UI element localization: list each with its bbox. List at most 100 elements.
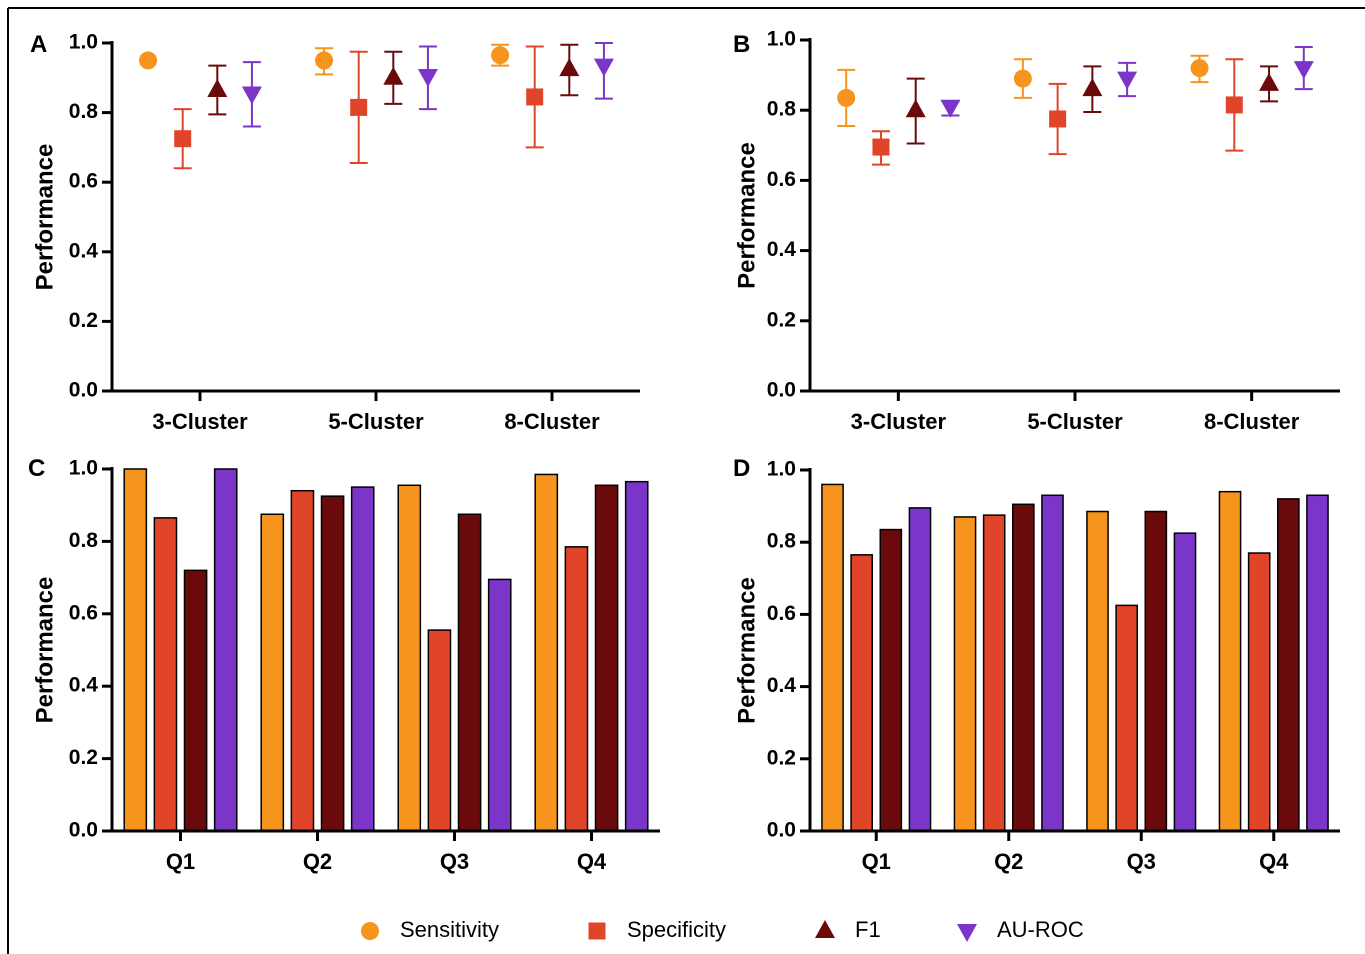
panel-d-bar-q2-sensitivity [953, 516, 977, 832]
panel-c-y-axis-label: Performance [31, 577, 58, 724]
panel-d-y-tick-label-3: 0.6 [767, 602, 796, 625]
panel-a-y-tick-label-3: 0.6 [69, 170, 98, 193]
panel-c-bar-q4-f1 [594, 484, 619, 832]
legend-marker-au-roc [957, 924, 977, 942]
panel-b-point-3-cluster-au-roc [940, 99, 961, 118]
legend-label-sensitivity: Sensitivity [400, 917, 499, 942]
panel-d-y-tick-label-2: 0.4 [767, 674, 797, 697]
panel-a-y-tick-label-4: 0.8 [69, 100, 99, 123]
panel-b-letter: B [733, 31, 750, 58]
panel-d-x-tick-label-q1: Q1 [862, 849, 891, 874]
panel-c-x-tick-label-q1: Q1 [166, 849, 195, 874]
panel-a-letter: A [30, 31, 47, 58]
panel-b-y-tick-label-5: 1.0 [767, 28, 796, 51]
panel-b: B Performance 0.0 0.2 0.4 0.6 0.8 1.0 3-Cluster 5… [733, 28, 1340, 434]
legend-item-sensitivity: Sensitivity [361, 917, 499, 942]
panel-c-bar-q2-au-roc [350, 486, 375, 832]
panel-c-x-tick-label-q4: Q4 [577, 849, 607, 874]
panel-d-bar-q3-f1 [1144, 510, 1168, 832]
panel-c-y-tick-label-0: 0.0 [69, 819, 98, 842]
panel-b-x-tick-label-8-cluster: 8-Cluster [1204, 409, 1300, 434]
panel-d-y-axis-label: Performance [733, 577, 760, 724]
panel-c-x-tick-label-q3: Q3 [440, 849, 469, 874]
panel-b-y-axis-label: Performance [733, 142, 760, 289]
panel-a-point-8-cluster-f1 [559, 58, 580, 77]
panel-a-point-3-cluster-f1 [207, 78, 228, 97]
panel-c-bar-q1-specificity [153, 517, 178, 832]
panel-a-y-tick-label-0: 0.0 [69, 379, 98, 402]
panel-b-point-8-cluster-f1 [1259, 72, 1280, 91]
panel-d-y-tick-label-1: 0.2 [767, 746, 796, 769]
panel-b-y-tick-label-0: 0.0 [767, 379, 796, 402]
panel-a-point-5-cluster-specificity [350, 98, 368, 116]
panel-c-bar-q2-specificity [290, 489, 315, 832]
panel-c-letter: C [28, 455, 45, 482]
panel-a-point-5-cluster-sensitivity [315, 51, 334, 70]
panel-c-bar-q2-sensitivity [260, 513, 285, 832]
panel-c-bar-q1-au-roc [213, 468, 238, 832]
panel-a-point-3-cluster-specificity [174, 130, 192, 148]
panel-a-point-8-cluster-sensitivity [491, 46, 510, 65]
panel-c-bar-q3-sensitivity [397, 484, 422, 832]
legend: Sensitivity Specificity F1 AU-ROC [361, 917, 1084, 942]
panel-d-bar-q1-au-roc [908, 507, 932, 832]
panel-a-point-3-cluster-sensitivity [139, 51, 158, 70]
panel-d-bar-q2-f1 [1012, 503, 1035, 832]
panel-b-point-5-cluster-specificity [1049, 110, 1067, 128]
panel-d-bar-q4-f1 [1277, 498, 1300, 832]
panel-a-point-5-cluster-au-roc [417, 69, 438, 88]
legend-marker-f1 [815, 920, 835, 938]
panel-b-point-5-cluster-sensitivity [1013, 69, 1032, 88]
panel-c-bar-q1-f1 [183, 569, 208, 832]
legend-marker-sensitivity [361, 922, 379, 940]
panels-group: A Performance 0.0 0.2 0.4 0.6 0.8 1.0 3-Cluster 5… [28, 28, 1340, 874]
panel-c-bar-q4-sensitivity [534, 473, 559, 832]
legend-label-au-roc: AU-ROC [997, 917, 1084, 942]
panel-b-point-3-cluster-f1 [905, 99, 926, 118]
panel-a-x-tick-label-3-cluster: 3-Cluster [152, 409, 248, 434]
panel-b-point-3-cluster-sensitivity [837, 88, 856, 107]
panel-d-y-tick-label-4: 0.8 [767, 530, 797, 553]
panel-c-y-tick-label-5: 1.0 [69, 457, 98, 480]
panel-d-bar-q3-au-roc [1173, 532, 1197, 832]
panel-b-point-5-cluster-f1 [1082, 78, 1103, 97]
legend-item-au-roc: AU-ROC [957, 917, 1084, 942]
panel-c-y-tick-label-4: 0.8 [69, 529, 99, 552]
panel-d-letter: D [733, 455, 750, 482]
panel-d-bar-q1-f1 [879, 528, 903, 832]
panel-a-x-tick-label-8-cluster: 8-Cluster [504, 409, 600, 434]
panel-a-point-3-cluster-au-roc [241, 86, 262, 105]
panel-c-bar-q3-f1 [457, 513, 482, 832]
panel-c-y-tick-label-1: 0.2 [69, 746, 98, 769]
panel-d-bar-q1-sensitivity [821, 483, 844, 832]
panel-a-y-tick-label-5: 1.0 [69, 31, 98, 54]
panel-a-point-5-cluster-f1 [383, 66, 404, 85]
legend-label-specificity: Specificity [627, 917, 726, 942]
panel-d: D Performance 0.0 0.2 0.4 0.6 0.8 1.0 Q1 Q2 Q3 Q4 [733, 455, 1340, 874]
panel-b-y-tick-label-3: 0.6 [767, 168, 796, 191]
panel-d-bar-q3-sensitivity [1086, 510, 1109, 832]
panel-c-bar-q4-specificity [564, 546, 589, 832]
panel-c-bar-q3-au-roc [487, 578, 512, 832]
panel-b-y-tick-label-2: 0.4 [767, 238, 797, 261]
panel-a-point-8-cluster-au-roc [593, 58, 614, 77]
panel-d-x-tick-label-q4: Q4 [1259, 849, 1289, 874]
panel-d-bar-q2-au-roc [1041, 494, 1064, 832]
panel-b-y-tick-label-4: 0.8 [767, 98, 797, 121]
panel-d-bar-q4-au-roc [1306, 494, 1329, 832]
panel-a-y-axis-label: Performance [31, 144, 58, 291]
panel-b-x-tick-label-3-cluster: 3-Cluster [851, 409, 947, 434]
panel-c: C Performance 0.0 0.2 0.4 0.6 0.8 1.0 Q1 Q2 Q3 Q4 [28, 455, 660, 874]
panel-c-bar-q2-f1 [320, 495, 345, 832]
panel-d-bar-q3-specificity [1115, 604, 1138, 832]
panel-b-y-tick-label-1: 0.2 [767, 308, 796, 331]
panel-d-bar-q2-specificity [982, 514, 1006, 832]
panel-c-y-tick-label-2: 0.4 [69, 674, 99, 697]
panel-d-bar-q1-specificity [850, 554, 873, 832]
panel-a: A Performance 0.0 0.2 0.4 0.6 0.8 1.0 3-Cluster 5… [30, 31, 640, 434]
panel-b-x-tick-label-5-cluster: 5-Cluster [1027, 409, 1123, 434]
legend-item-specificity: Specificity [588, 917, 726, 942]
panel-a-point-8-cluster-specificity [526, 88, 544, 106]
panel-c-y-tick-label-3: 0.6 [69, 601, 98, 624]
panel-b-point-8-cluster-sensitivity [1190, 59, 1209, 78]
